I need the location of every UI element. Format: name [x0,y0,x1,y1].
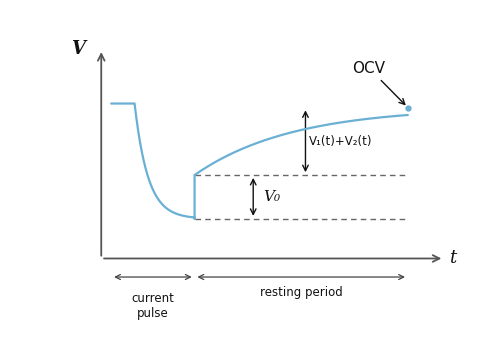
Text: V₁(t)+V₂(t): V₁(t)+V₂(t) [310,135,373,148]
Text: current
pulse: current pulse [132,292,174,320]
Text: t: t [449,249,456,268]
Text: V: V [71,40,85,58]
Text: OCV: OCV [352,61,405,105]
Text: resting period: resting period [260,286,342,299]
Text: V₀: V₀ [263,190,280,204]
